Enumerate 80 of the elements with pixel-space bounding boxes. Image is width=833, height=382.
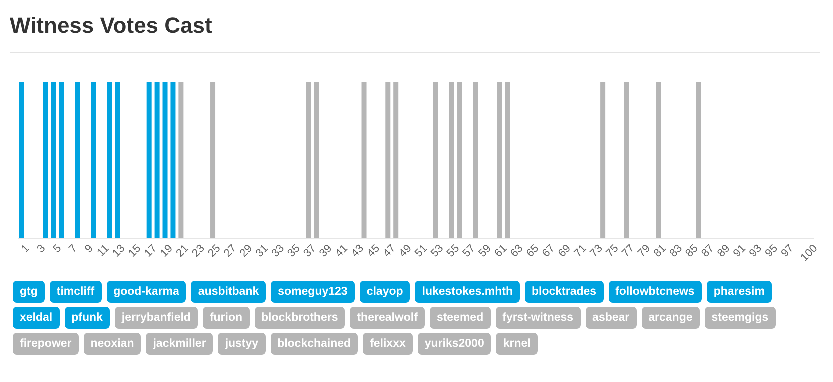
x-tick-label: 89 [716,242,733,260]
x-tick-label: 9 [83,242,96,256]
x-tick-label: 67 [540,242,558,260]
x-tick-label: 21 [174,242,192,260]
x-tick-label: 77 [620,242,638,260]
x-tick-label: 83 [668,242,685,260]
text: gtg [13,281,45,303]
text: furion [202,307,250,329]
x-tick-label: 79 [636,242,654,260]
x-tick-label: 13 [110,242,128,260]
x-tick-label: 65 [524,242,542,260]
x-tick-label: 5 [51,242,64,256]
x-tick-label: 41 [333,242,351,260]
text: jackmiller [146,333,214,355]
text: pfunk [64,307,110,329]
x-tick-label: 1 [19,242,32,256]
x-tick-label: 11 [95,242,112,260]
text: pharesim [706,281,772,303]
text: arcange [642,307,700,329]
text: therealwolf [350,307,425,329]
x-tick-label: 33 [270,242,287,260]
x-tick-label: 53 [428,242,446,260]
x-tick-label: 15 [126,242,144,260]
text: blocktrades [525,281,604,303]
x-tick-label: 35 [286,242,303,260]
x-tick-label: 19 [158,242,176,260]
text: steemgigs [704,307,776,329]
x-tick-label: 61 [492,242,510,260]
text: lukestokes.mhth [415,281,520,303]
text: followbtcnews [608,281,702,303]
x-tick-label: 85 [684,242,701,260]
text: asbear [586,307,637,329]
x-tick-label: 27 [222,242,240,260]
x-tick-label: 47 [381,242,398,260]
text: timcliff [50,281,102,303]
x-tick-label: 43 [349,242,367,260]
x-tick-label: 31 [254,242,271,260]
text: good-karma [106,281,186,303]
text: jerrybanfield [114,307,198,329]
x-tick-label: 57 [460,242,478,260]
text: steemed [430,307,491,329]
x-tick-label: 3 [35,242,48,256]
x-tick-label: 25 [206,242,224,260]
x-tick-label: 37 [302,242,319,260]
text: clayop [360,281,410,303]
x-tick-label: 93 [747,242,765,260]
text: someguy123 [271,281,355,303]
text: felixxx [363,333,413,355]
text: blockchained [270,333,358,355]
x-tick-label: 59 [476,242,494,260]
x-tick-label: 87 [700,242,717,260]
text: firepower [13,333,79,355]
text: blockbrothers [254,307,346,329]
x-tick-label: 95 [763,242,780,260]
x-tick-label: 17 [142,242,160,260]
text: krnel [496,333,538,355]
x-tick-label: 63 [508,242,526,260]
x-tick-label: 100 [798,242,820,264]
x-tick-label: 51 [413,242,430,260]
x-tick-label: 91 [731,242,749,260]
x-tick-label: 75 [604,242,622,260]
chart-title: Witness Votes Cast [10,13,214,38]
x-tick-label: 81 [652,242,669,260]
text: ausbitbank [191,281,266,303]
x-tick-label: 39 [318,242,335,260]
x-tick-label: 49 [397,242,414,260]
text: justyy [218,333,266,355]
x-tick-label: 73 [588,242,606,260]
text: fyrst-witness [496,307,581,329]
x-tick-label: 23 [190,242,208,260]
x-tick-label: 97 [779,242,796,260]
x-tick-label: 71 [572,242,590,260]
x-tick-label: 7 [67,242,80,256]
text: yuriks2000 [418,333,492,355]
x-tick-label: 69 [556,242,574,260]
x-tick-label: 45 [365,242,382,260]
x-tick-label: 29 [238,242,256,260]
x-tick-label: 55 [444,242,462,260]
text: neoxian [84,333,142,355]
text: xeldal [13,307,60,329]
